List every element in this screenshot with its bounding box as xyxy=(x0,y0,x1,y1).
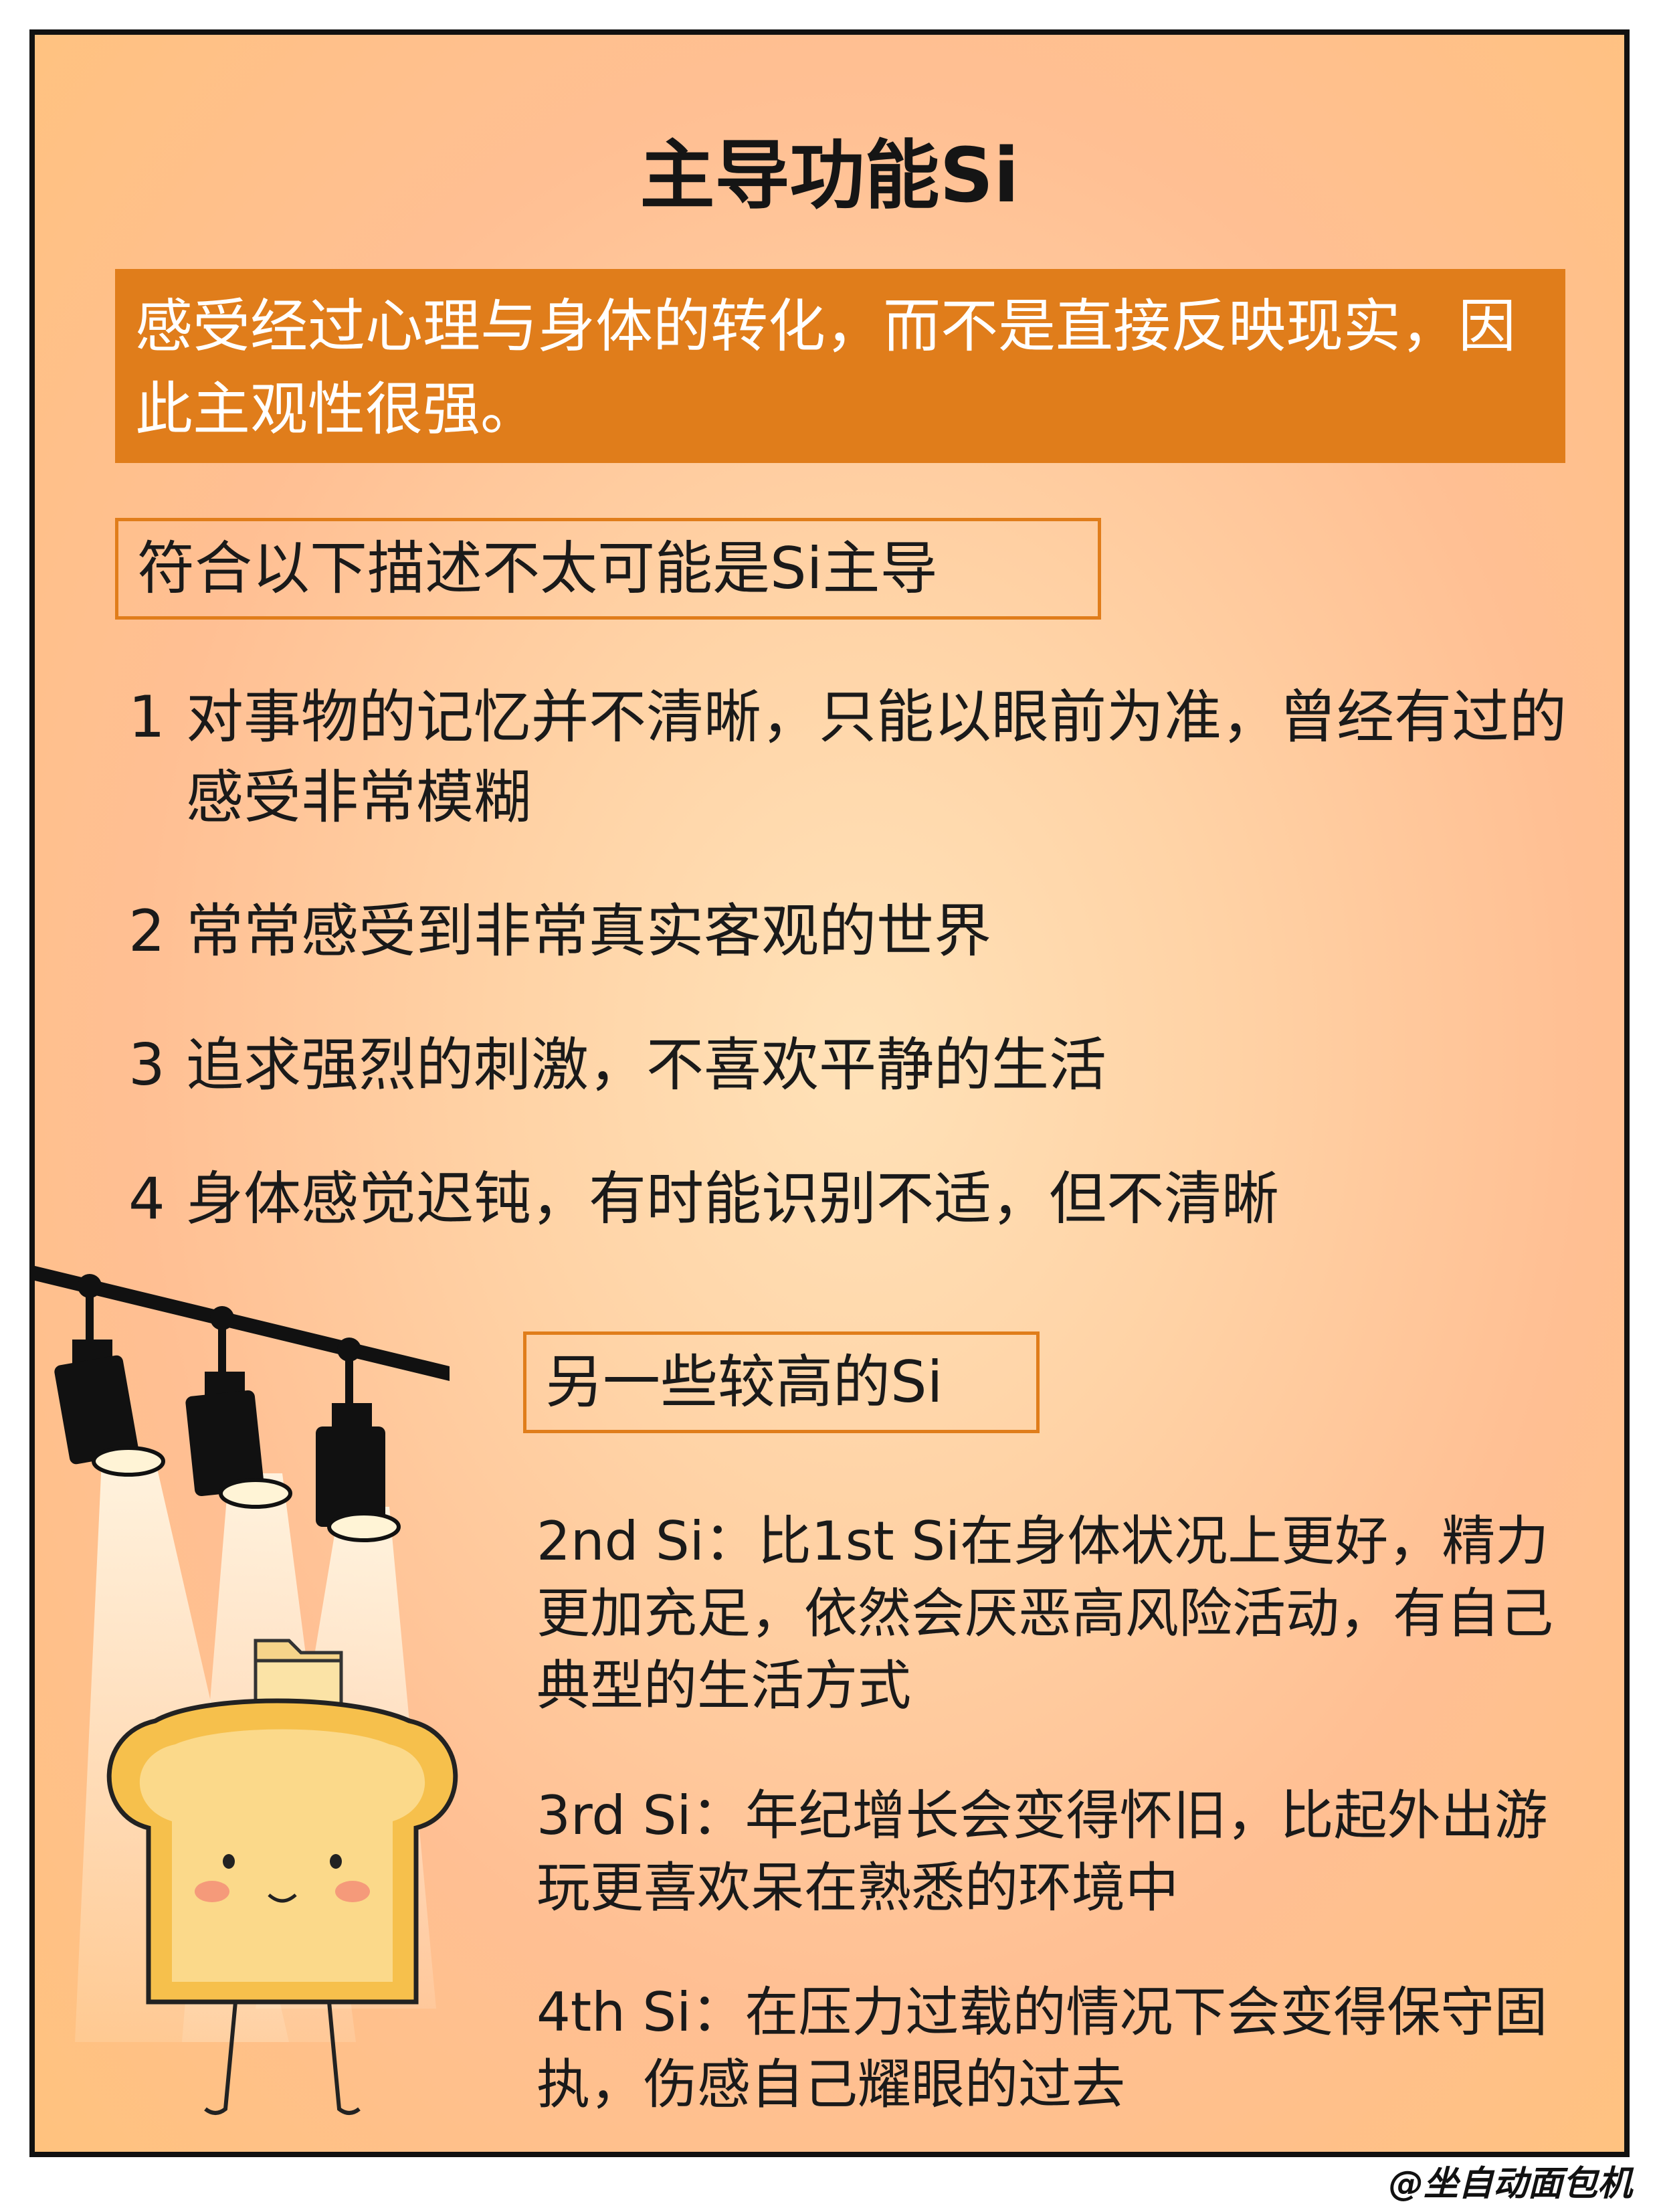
list-item: 4 身体感觉迟钝，有时能识别不适，但不清晰 xyxy=(128,1159,1611,1239)
item-number: 1 xyxy=(128,684,165,751)
section1-label: 符合以下描述不太可能是Si主导 xyxy=(115,518,1101,620)
item-number: 3 xyxy=(128,1032,165,1099)
comic-panel: 主导功能Si 感受经过心理与身体的转化，而不是直接反映现实，因此主观性很强。 符… xyxy=(29,29,1630,2157)
spotlight-icon xyxy=(54,1293,165,1477)
spotlight-icon xyxy=(316,1356,401,1542)
item-number: 2 xyxy=(128,898,165,965)
item-text: 对事物的记忆并不清晰，只能以眼前为准，曾经有过的感受非常模糊 xyxy=(186,684,1567,831)
item-text: 常常感受到非常真实客观的世界 xyxy=(186,898,991,965)
item-text: 身体感觉迟钝，有时能识别不适，但不清晰 xyxy=(186,1166,1279,1232)
list-item: 1 对事物的记忆并不清晰，只能以眼前为准，曾经有过的感受非常模糊 xyxy=(128,677,1611,838)
spotlight-illustration xyxy=(35,1266,458,2115)
toast-character-icon xyxy=(106,1698,458,2115)
page-title: 主导功能Si xyxy=(640,132,1019,219)
highlight-box: 感受经过心理与身体的转化，而不是直接反映现实，因此主观性很强。 xyxy=(115,269,1565,463)
spotlight-icon xyxy=(185,1325,292,1509)
item-number: 4 xyxy=(128,1166,165,1232)
list-item: 3 追求强烈的刺激，不喜欢平静的生活 xyxy=(128,1025,1611,1105)
level-description: 2nd Si：比1st Si在身体状况上更好，精力更加充足，依然会厌恶高风险活动… xyxy=(536,1510,1553,1717)
list-item: 2 常常感受到非常真实客观的世界 xyxy=(128,891,1611,972)
author-watermark: @坐自动面包机 xyxy=(1388,2164,1632,2204)
level-description: 4th Si：在压力过载的情况下会变得保守固执，伤感自己耀眼的过去 xyxy=(536,1981,1548,2116)
spotlight-track xyxy=(35,1266,450,1381)
section2-label: 另一些较高的Si xyxy=(523,1331,1040,1433)
level-description: 3rd Si：年纪增长会变得怀旧，比起外出游玩更喜欢呆在熟悉的环境中 xyxy=(536,1784,1548,1919)
item-text: 追求强烈的刺激，不喜欢平静的生活 xyxy=(186,1032,1106,1099)
